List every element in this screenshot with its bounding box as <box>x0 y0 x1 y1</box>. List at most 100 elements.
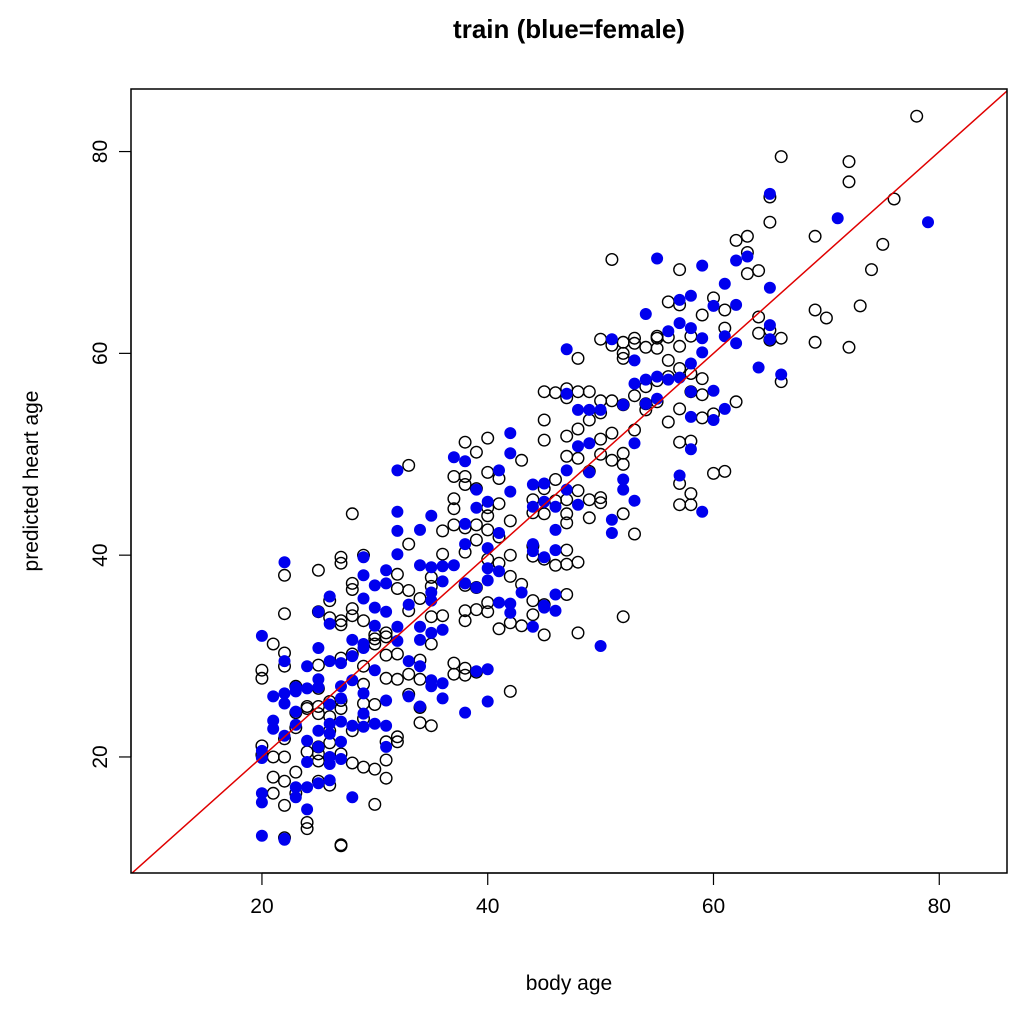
female-point <box>334 735 347 748</box>
male-point <box>368 797 382 811</box>
female-point <box>707 384 720 397</box>
female-point <box>651 370 664 383</box>
female-point <box>696 332 709 345</box>
male-point <box>571 555 585 569</box>
female-point <box>459 538 472 551</box>
female-point <box>267 722 280 735</box>
reference-line-layer <box>131 90 1007 873</box>
male-point <box>379 671 393 685</box>
female-point <box>425 626 438 639</box>
female-point <box>684 410 697 423</box>
male-point <box>390 567 404 581</box>
points-layer <box>255 109 935 853</box>
male-point <box>560 588 574 602</box>
female-point <box>357 551 370 564</box>
male-point <box>616 335 630 349</box>
male-point <box>752 310 766 324</box>
female-point <box>572 498 585 511</box>
female-point <box>673 469 686 482</box>
female-point <box>413 700 426 713</box>
female-point <box>628 437 641 450</box>
female-point <box>549 604 562 617</box>
male-point <box>876 237 890 251</box>
male-point <box>605 394 619 408</box>
female-point <box>572 403 585 416</box>
male-point <box>910 109 924 123</box>
male-point <box>390 730 404 744</box>
female-point <box>594 640 607 653</box>
male-point <box>436 547 450 561</box>
male-point <box>628 331 642 345</box>
female-point <box>323 590 336 603</box>
male-point <box>266 750 280 764</box>
female-point <box>357 592 370 605</box>
y-tick-label: 80 <box>89 140 112 163</box>
female-point <box>436 623 449 636</box>
female-point <box>346 633 359 646</box>
female-point <box>357 707 370 720</box>
female-point <box>323 698 336 711</box>
male-point <box>447 667 461 681</box>
female-point <box>402 655 415 668</box>
male-point <box>684 498 698 512</box>
female-point <box>583 466 596 479</box>
female-point <box>391 548 404 561</box>
male-point <box>402 458 416 472</box>
female-point <box>730 298 743 311</box>
male-point <box>594 432 608 446</box>
female-point <box>289 718 302 731</box>
female-point <box>922 216 935 229</box>
male-point <box>650 341 664 355</box>
male-point <box>278 798 292 812</box>
male-point <box>887 192 901 206</box>
male-point <box>458 614 472 628</box>
male-point <box>334 839 348 853</box>
female-point <box>255 629 268 642</box>
male-point <box>436 609 450 623</box>
female-point <box>673 317 686 330</box>
female-point <box>763 281 776 294</box>
male-point <box>447 518 461 532</box>
male-point <box>661 415 675 429</box>
male-point <box>481 465 495 479</box>
male-point <box>684 487 698 501</box>
male-point <box>571 484 585 498</box>
female-point <box>526 478 539 491</box>
male-point <box>300 816 314 830</box>
female-point <box>391 464 404 477</box>
female-point <box>334 692 347 705</box>
male-point <box>549 558 563 572</box>
female-point <box>515 586 528 599</box>
female-point <box>763 319 776 332</box>
male-point <box>368 698 382 712</box>
male-point <box>628 423 642 437</box>
male-point <box>368 637 382 651</box>
male-point <box>549 386 563 400</box>
female-point <box>549 544 562 557</box>
male-point <box>278 750 292 764</box>
x-tick-label: 40 <box>476 895 499 918</box>
male-point <box>853 299 867 313</box>
female-point <box>549 500 562 513</box>
female-point <box>402 690 415 703</box>
male-point <box>334 550 348 564</box>
male-point <box>402 537 416 551</box>
male-point <box>390 672 404 686</box>
female-point <box>425 561 438 574</box>
female-point <box>301 781 314 794</box>
male-point <box>865 263 879 277</box>
female-point <box>402 598 415 611</box>
male-point <box>695 308 709 322</box>
male-point <box>571 385 585 399</box>
male-point <box>289 765 303 779</box>
female-point <box>368 717 381 730</box>
male-point <box>469 518 483 532</box>
chart-title: train (blue=female) <box>453 14 685 44</box>
female-point <box>357 569 370 582</box>
male-point <box>300 745 314 759</box>
female-point <box>312 777 325 790</box>
male-point <box>571 626 585 640</box>
female-point <box>312 740 325 753</box>
male-point <box>492 497 506 511</box>
